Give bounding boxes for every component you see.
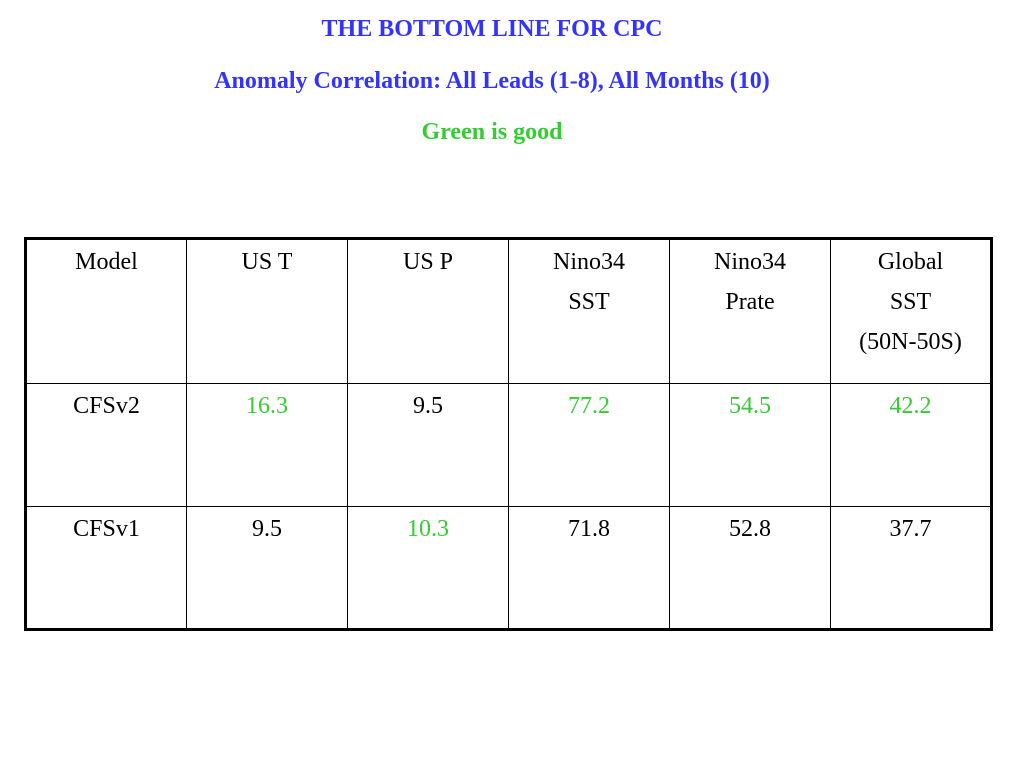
header-text: Nino34 bbox=[553, 249, 625, 275]
table-cell: 37.7 bbox=[830, 506, 992, 630]
header-text: (50N-50S) bbox=[859, 329, 962, 355]
header-text: Global bbox=[877, 249, 944, 275]
table-cell: CFSv1 bbox=[25, 506, 187, 630]
results-table: Model US T US P Nino34 SST Nino34 Prate bbox=[24, 237, 993, 631]
table-cell: 9.5 bbox=[347, 383, 509, 507]
table-cell: 77.2 bbox=[508, 383, 670, 507]
header-text: US P bbox=[402, 249, 454, 275]
header-text: SST bbox=[889, 289, 932, 315]
table-cell: CFSv2 bbox=[25, 383, 187, 507]
page-title: THE BOTTOM LINE FOR CPC bbox=[321, 16, 663, 42]
header-text: Nino34 bbox=[714, 249, 786, 275]
page-subtitle: Anomaly Correlation: All Leads (1-8), Al… bbox=[214, 68, 770, 94]
header-cell-nino34-prate: Nino34 Prate bbox=[669, 238, 831, 384]
table-row: CFSv1 9.5 10.3 71.8 52.8 37.7 bbox=[25, 506, 992, 630]
table-row: CFSv2 16.3 9.5 77.2 54.5 42.2 bbox=[25, 383, 992, 507]
header-cell-global-sst: Global SST (50N-50S) bbox=[830, 238, 992, 384]
table-cell: 42.2 bbox=[830, 383, 992, 507]
table-cell: 16.3 bbox=[186, 383, 348, 507]
header-cell-nino34-sst: Nino34 SST bbox=[508, 238, 670, 384]
results-table-container: Model US T US P Nino34 SST Nino34 Prate bbox=[24, 237, 993, 631]
header-text: SST bbox=[568, 289, 610, 315]
legend-note: Green is good bbox=[421, 119, 563, 145]
table-cell: 71.8 bbox=[508, 506, 670, 630]
table-cell: 52.8 bbox=[669, 506, 831, 630]
table-header-row: Model US T US P Nino34 SST Nino34 Prate bbox=[25, 238, 992, 384]
header-text: Model bbox=[75, 249, 138, 275]
header-cell-us-t: US T bbox=[186, 238, 348, 384]
header-cell-us-p: US P bbox=[347, 238, 509, 384]
table-cell: 9.5 bbox=[186, 506, 348, 630]
table-cell: 10.3 bbox=[347, 506, 509, 630]
header-text: Prate bbox=[725, 289, 775, 315]
header-text: US T bbox=[241, 249, 293, 275]
header-cell-model: Model bbox=[25, 238, 187, 384]
table-cell: 54.5 bbox=[669, 383, 831, 507]
